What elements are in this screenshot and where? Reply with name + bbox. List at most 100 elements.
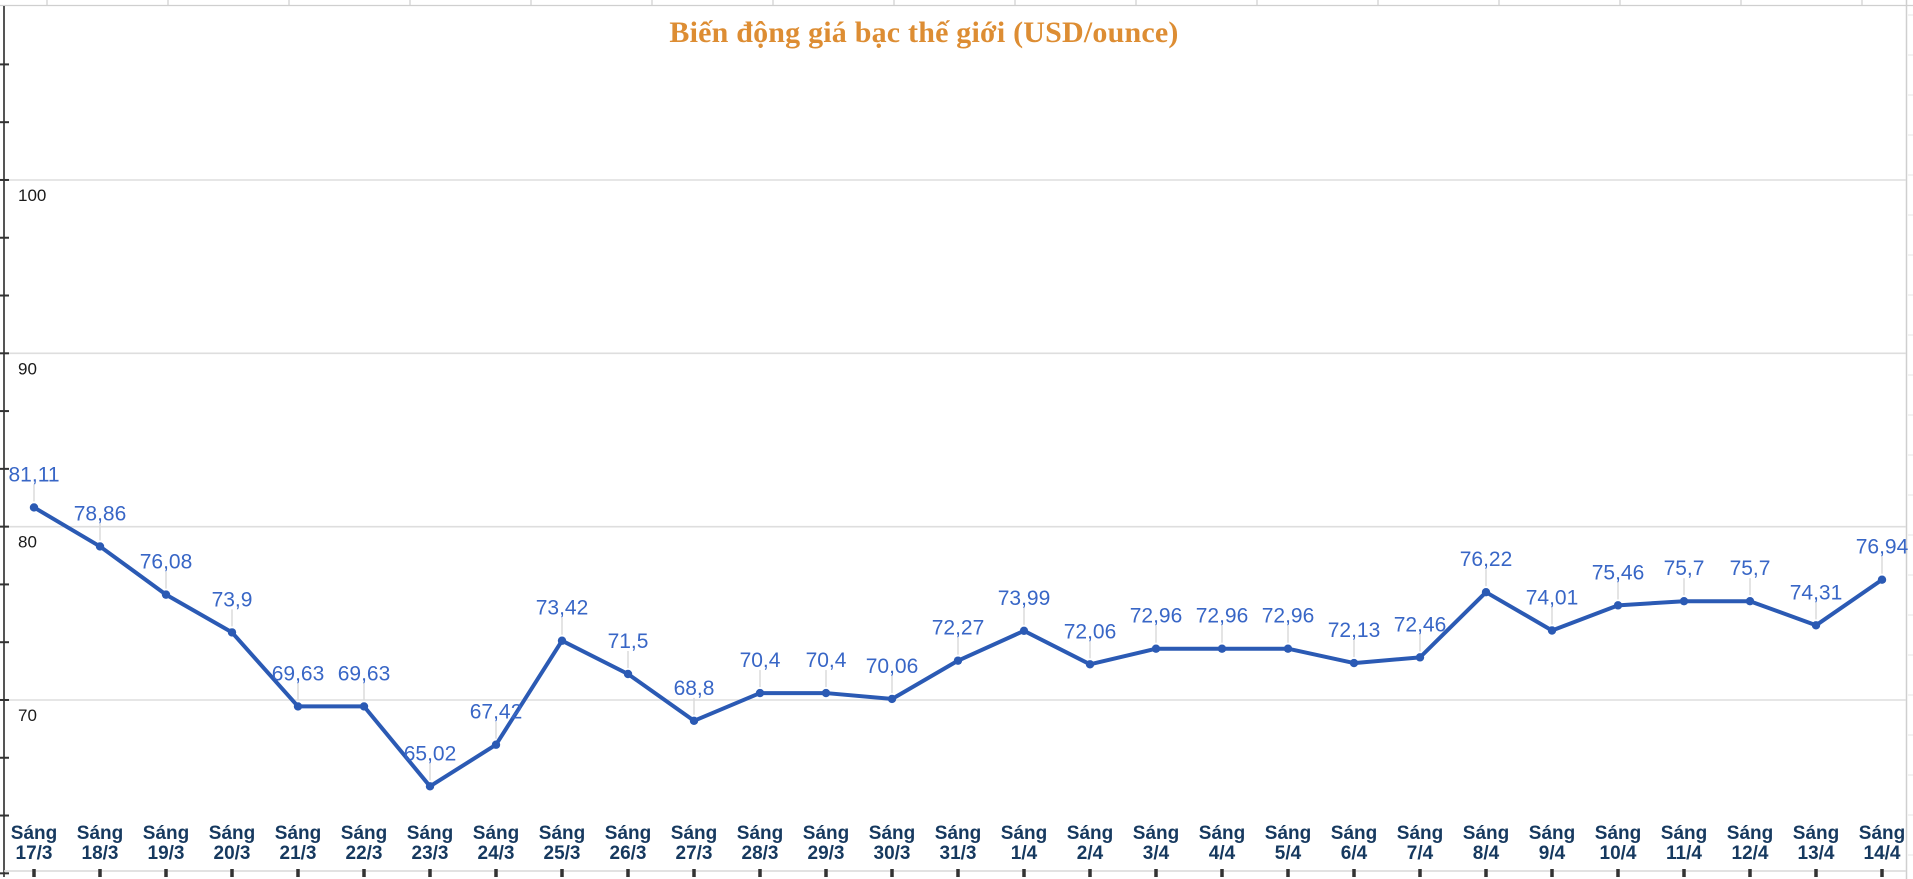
value-label: 67,42 — [470, 701, 523, 724]
x-axis-label: Sáng 2/4 — [1067, 823, 1113, 864]
value-label: 72,06 — [1064, 620, 1117, 643]
data-point — [227, 628, 237, 637]
value-label: 70,4 — [740, 649, 781, 672]
data-point — [1613, 601, 1623, 610]
x-axis-label: Sáng 12/4 — [1727, 823, 1773, 864]
value-label: 65,02 — [404, 742, 457, 765]
x-axis-label: Sáng 18/3 — [77, 823, 123, 864]
value-labels: 81,11 78,86 76,08 73,9 69,63 69,63 65,02 67,42 7… — [9, 463, 1909, 765]
x-axis-label: Sáng 26/3 — [605, 823, 651, 864]
value-label: 73,42 — [536, 597, 589, 620]
x-axis-label: Sáng 19/3 — [143, 823, 189, 864]
value-label: 72,96 — [1262, 605, 1315, 628]
value-label: 68,8 — [674, 677, 715, 700]
value-label: 81,11 — [9, 463, 60, 486]
x-axis-label: Sáng 29/3 — [803, 823, 849, 864]
x-axis-label: Sáng 11/4 — [1661, 823, 1707, 864]
value-label: 73,9 — [212, 588, 253, 611]
value-label: 78,86 — [74, 502, 127, 525]
value-label: 72,13 — [1328, 619, 1381, 642]
x-axis-label: Sáng 5/4 — [1265, 823, 1311, 864]
y-axis — [0, 6, 9, 877]
data-point — [425, 782, 435, 791]
x-axis-label: Sáng 4/4 — [1199, 823, 1245, 864]
data-point — [755, 688, 765, 698]
y-gridlines: 100 90 80 70 — [4, 179, 1906, 725]
x-axis-label: Sáng 30/3 — [869, 823, 915, 864]
x-axis-label: Sáng 10/4 — [1595, 823, 1641, 864]
data-point — [887, 694, 897, 704]
x-axis-label: Sáng 23/3 — [407, 823, 453, 864]
y-axis-label: 80 — [18, 533, 37, 552]
x-axis-label: Sáng 6/4 — [1331, 823, 1377, 864]
data-point — [557, 636, 567, 645]
value-label: 73,99 — [998, 587, 1051, 610]
value-label: 76,94 — [1856, 536, 1909, 559]
x-axis-label: Sáng 24/3 — [473, 823, 519, 864]
data-point — [1811, 621, 1821, 630]
value-label: 75,7 — [1730, 557, 1771, 580]
value-label: 69,63 — [272, 662, 325, 685]
value-label: 72,27 — [932, 617, 985, 640]
data-point — [1085, 660, 1095, 669]
x-axis-label: Sáng 25/3 — [539, 823, 585, 864]
data-point — [1877, 575, 1887, 584]
x-axis-label: Sáng 7/4 — [1397, 823, 1443, 864]
x-axis-label: Sáng 9/4 — [1529, 823, 1575, 864]
value-label: 71,5 — [608, 630, 649, 653]
x-axis-label: Sáng 20/3 — [209, 823, 255, 864]
value-label: 76,08 — [140, 551, 193, 574]
value-label: 72,46 — [1394, 613, 1447, 636]
value-label: 74,01 — [1526, 586, 1579, 609]
data-point — [1217, 644, 1227, 653]
data-point — [623, 669, 633, 679]
x-axis-label: Sáng 3/4 — [1133, 823, 1179, 864]
x-axis-label: Sáng 22/3 — [341, 823, 387, 864]
x-axis-label: Sáng 27/3 — [671, 823, 717, 864]
value-label: 72,96 — [1130, 605, 1183, 628]
x-axis-label: Sáng 31/3 — [935, 823, 981, 864]
value-label: 74,31 — [1790, 581, 1843, 604]
chart-title: Biến động giá bạc thế giới (USD/ounce) — [669, 16, 1179, 49]
x-axis-label: Sáng 13/4 — [1793, 823, 1839, 864]
data-point — [1349, 658, 1359, 668]
data-point — [1481, 587, 1491, 597]
data-point — [1679, 597, 1689, 606]
series-markers — [29, 503, 1887, 791]
label-leader-lines — [33, 484, 1883, 781]
value-label: 70,06 — [866, 655, 919, 678]
value-label: 70,4 — [806, 649, 847, 672]
value-label: 75,7 — [1664, 557, 1705, 580]
data-point — [293, 702, 303, 711]
data-point — [359, 702, 369, 711]
data-point — [1283, 644, 1293, 653]
x-axis: Sáng 17/3 Sáng 18/3 Sáng 19/3 Sáng 20/3 Sáng 21/3… — [4, 823, 1906, 877]
data-point — [491, 740, 501, 749]
data-point — [1415, 653, 1425, 662]
data-point — [1547, 626, 1557, 635]
data-point — [29, 503, 39, 512]
y-axis-label: 70 — [18, 706, 37, 725]
x-axis-label: Sáng 28/3 — [737, 823, 783, 864]
data-point — [161, 590, 171, 599]
data-point — [953, 656, 963, 665]
y-axis-label: 90 — [18, 359, 37, 378]
value-label: 76,22 — [1460, 548, 1513, 571]
x-axis-label: Sáng 1/4 — [1001, 823, 1047, 864]
x-axis-label: Sáng 17/3 — [11, 823, 57, 864]
data-point — [821, 688, 831, 698]
y-axis-label: 100 — [18, 186, 46, 205]
value-label: 75,46 — [1592, 561, 1645, 584]
x-axis-label: Sáng 14/4 — [1859, 823, 1905, 864]
value-label: 69,63 — [338, 662, 391, 685]
x-axis-label: Sáng 8/4 — [1463, 823, 1509, 864]
data-point — [1745, 597, 1755, 606]
x-axis-label: Sáng 21/3 — [275, 823, 321, 864]
data-point — [95, 542, 105, 551]
data-point — [689, 716, 699, 725]
data-point — [1151, 644, 1161, 653]
data-point — [1019, 626, 1029, 636]
